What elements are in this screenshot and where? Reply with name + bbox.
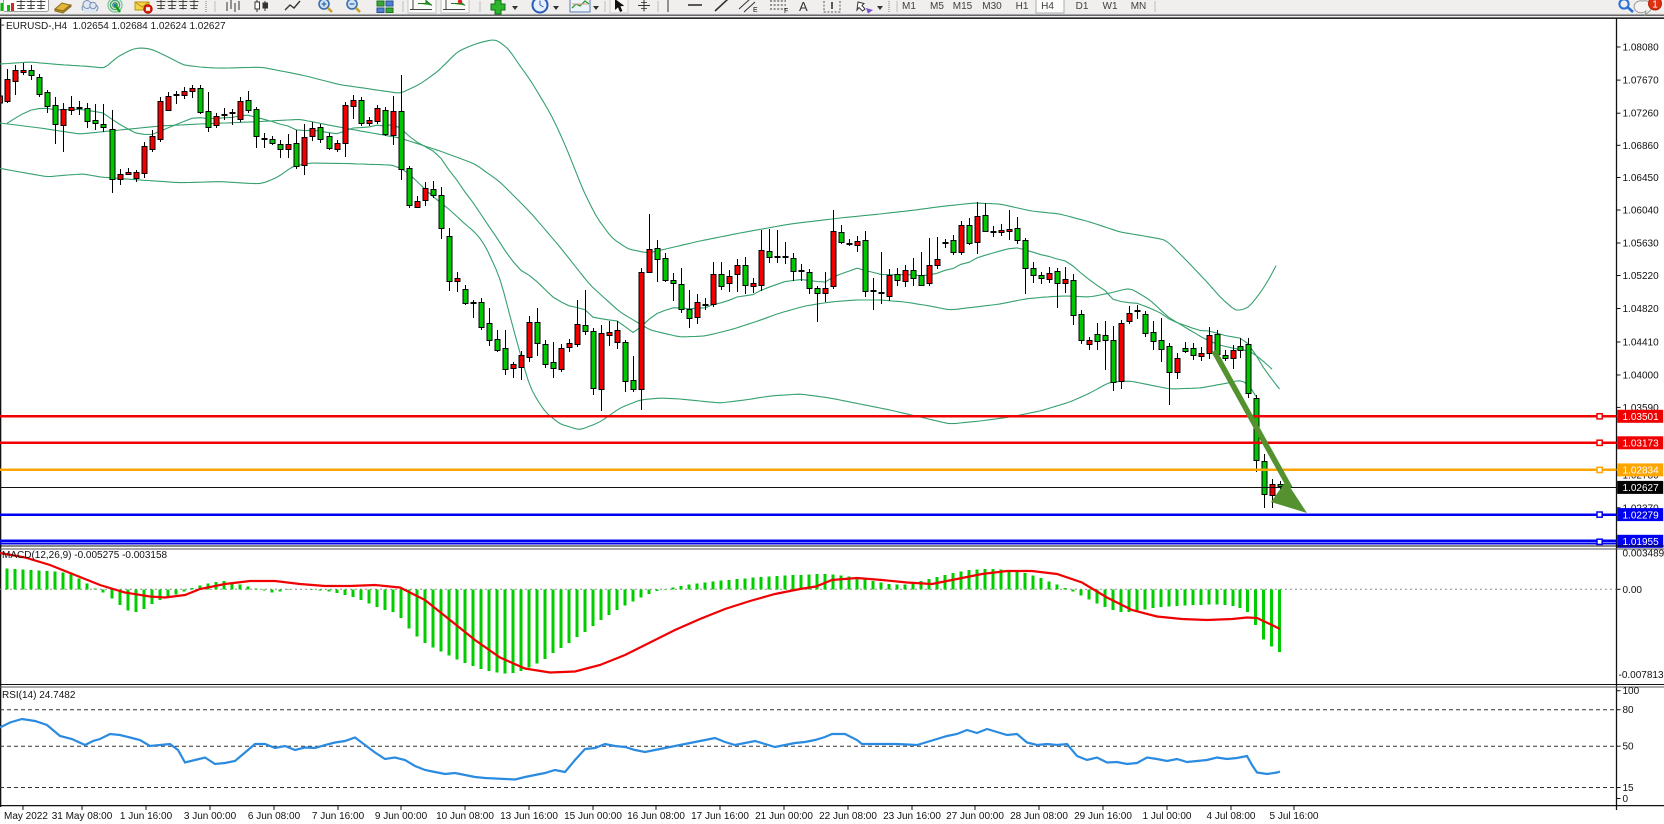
svg-text:W1: W1 bbox=[1103, 1, 1118, 12]
svg-text:15 Jun 00:00: 15 Jun 00:00 bbox=[564, 811, 622, 822]
svg-text:1.08080: 1.08080 bbox=[1623, 43, 1660, 54]
svg-text:9 Jun 00:00: 9 Jun 00:00 bbox=[375, 811, 428, 822]
svg-text:1.01955: 1.01955 bbox=[1623, 537, 1660, 548]
svg-text:M15: M15 bbox=[953, 1, 973, 12]
svg-text:-0.007813: -0.007813 bbox=[1619, 670, 1664, 681]
svg-text:1.02834: 1.02834 bbox=[1623, 466, 1660, 477]
svg-text:31 May 08:00: 31 May 08:00 bbox=[52, 811, 113, 822]
svg-text:-: - bbox=[1, 19, 5, 31]
svg-text:1 Jun 16:00: 1 Jun 16:00 bbox=[120, 811, 173, 822]
svg-text:6 Jun 08:00: 6 Jun 08:00 bbox=[248, 811, 301, 822]
svg-text:10 Jun 08:00: 10 Jun 08:00 bbox=[436, 811, 494, 822]
svg-text:1.05630: 1.05630 bbox=[1623, 239, 1660, 250]
svg-text:E: E bbox=[753, 7, 758, 14]
svg-text:22 Jun 08:00: 22 Jun 08:00 bbox=[819, 811, 877, 822]
svg-text:1.06860: 1.06860 bbox=[1623, 141, 1660, 152]
svg-text:M5: M5 bbox=[930, 1, 944, 12]
svg-text:1.03501: 1.03501 bbox=[1623, 412, 1660, 423]
svg-text:80: 80 bbox=[1623, 705, 1635, 716]
svg-text:21 Jun 00:00: 21 Jun 00:00 bbox=[755, 811, 813, 822]
svg-text:F: F bbox=[784, 8, 788, 15]
svg-text:1.03590: 1.03590 bbox=[1623, 403, 1660, 414]
svg-text:RSI(14) 24.7482: RSI(14) 24.7482 bbox=[2, 690, 76, 701]
svg-text:27 Jun 00:00: 27 Jun 00:00 bbox=[946, 811, 1004, 822]
svg-text:M30: M30 bbox=[982, 1, 1002, 12]
svg-text:EURUSD-,H4 1.02654 1.02684 1.: EURUSD-,H4 1.02654 1.02684 1.02624 1.026… bbox=[6, 21, 226, 32]
svg-text:16 Jun 08:00: 16 Jun 08:00 bbox=[627, 811, 685, 822]
svg-text:4 Jul 08:00: 4 Jul 08:00 bbox=[1207, 811, 1256, 822]
svg-text:1.07670: 1.07670 bbox=[1623, 76, 1660, 87]
svg-text:1.04410: 1.04410 bbox=[1623, 338, 1660, 349]
svg-text:May 2022: May 2022 bbox=[4, 811, 48, 822]
svg-text:3 Jun 00:00: 3 Jun 00:00 bbox=[184, 811, 237, 822]
svg-text:13 Jun 16:00: 13 Jun 16:00 bbox=[500, 811, 558, 822]
svg-text:H4: H4 bbox=[1041, 1, 1054, 12]
svg-text:1.02627: 1.02627 bbox=[1623, 483, 1660, 494]
svg-text:23 Jun 16:00: 23 Jun 16:00 bbox=[883, 811, 941, 822]
svg-text:1.06040: 1.06040 bbox=[1623, 206, 1660, 217]
svg-text:1.05220: 1.05220 bbox=[1623, 271, 1660, 282]
svg-text:7 Jun 16:00: 7 Jun 16:00 bbox=[312, 811, 365, 822]
svg-text:1.04000: 1.04000 bbox=[1623, 371, 1660, 382]
svg-text:D1: D1 bbox=[1076, 1, 1089, 12]
svg-text:1.02279: 1.02279 bbox=[1623, 510, 1660, 521]
svg-text:1: 1 bbox=[1652, 0, 1658, 11]
svg-text:0.003489: 0.003489 bbox=[1623, 549, 1664, 560]
svg-text:1.07260: 1.07260 bbox=[1623, 109, 1660, 120]
svg-text:1.03173: 1.03173 bbox=[1623, 439, 1660, 450]
svg-text:29 Jun 16:00: 29 Jun 16:00 bbox=[1074, 811, 1132, 822]
svg-text:A: A bbox=[799, 0, 808, 14]
svg-text:1 Jul 00:00: 1 Jul 00:00 bbox=[1143, 811, 1192, 822]
svg-text:M1: M1 bbox=[902, 1, 916, 12]
svg-text:17 Jun 16:00: 17 Jun 16:00 bbox=[691, 811, 749, 822]
svg-text:100: 100 bbox=[1623, 686, 1640, 697]
svg-text:0: 0 bbox=[1623, 794, 1629, 805]
svg-text:H1: H1 bbox=[1016, 1, 1029, 12]
svg-text:50: 50 bbox=[1623, 742, 1635, 753]
svg-text:1.06450: 1.06450 bbox=[1623, 173, 1660, 184]
svg-text:0.00: 0.00 bbox=[1623, 585, 1643, 596]
svg-text:MACD(12,26,9) -0.005275 -0.003: MACD(12,26,9) -0.005275 -0.003158 bbox=[2, 550, 168, 561]
svg-text:15: 15 bbox=[1623, 783, 1635, 794]
svg-text:1.04820: 1.04820 bbox=[1623, 304, 1660, 315]
svg-text:28 Jun 08:00: 28 Jun 08:00 bbox=[1010, 811, 1068, 822]
svg-text:MN: MN bbox=[1131, 1, 1147, 12]
svg-text:5 Jul 16:00: 5 Jul 16:00 bbox=[1270, 811, 1319, 822]
